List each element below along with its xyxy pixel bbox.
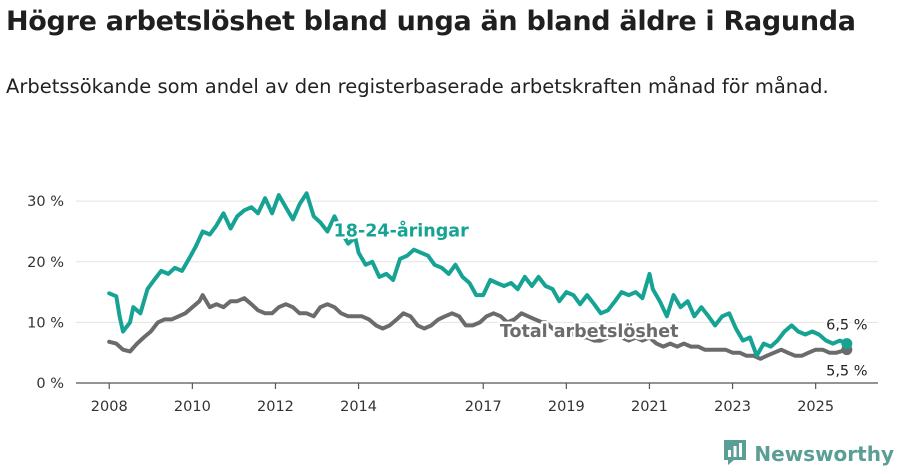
series-label-total: Total arbetslöshet xyxy=(500,322,679,342)
bar-chart-logo-icon xyxy=(722,438,748,470)
brand-logo: Newsworthy xyxy=(722,438,894,470)
end-value-total: 5,5 % xyxy=(826,364,867,380)
y-tick-label: 20 % xyxy=(27,255,64,271)
series-label-youth: 18-24-åringar xyxy=(334,219,469,241)
y-tick-label: 10 % xyxy=(27,315,64,331)
x-tick-label: 2023 xyxy=(714,399,751,415)
y-axis-ticks: 0 % 10 % 20 % 30 % xyxy=(27,194,64,392)
brand-name: Newsworthy xyxy=(754,442,894,466)
y-tick-label: 0 % xyxy=(36,376,64,392)
x-axis-ticks: 2008 2010 2012 2014 2017 2019 2021 2023 2025 xyxy=(91,383,834,415)
series-line-total xyxy=(107,293,849,361)
series-labels: 18-24-åringar Total arbetslöshet 6,5 % 5… xyxy=(331,217,869,382)
x-tick-label: 2014 xyxy=(340,399,377,415)
x-tick-label: 2017 xyxy=(465,399,502,415)
x-tick-label: 2012 xyxy=(257,399,294,415)
chart-subtitle: Arbetssökande som andel av den registerb… xyxy=(6,75,829,98)
x-tick-label: 2010 xyxy=(174,399,211,415)
x-tick-label: 2008 xyxy=(91,399,128,415)
x-tick-label: 2021 xyxy=(631,399,668,415)
end-point-youth xyxy=(841,338,853,350)
series-lines xyxy=(107,191,853,361)
series-line-youth xyxy=(107,191,849,358)
chart-title: Högre arbetslöshet bland unga än bland ä… xyxy=(6,6,856,37)
y-tick-label: 30 % xyxy=(27,194,64,210)
end-value-youth: 6,5 % xyxy=(826,318,867,334)
x-tick-label: 2025 xyxy=(797,399,834,415)
x-tick-label: 2019 xyxy=(548,399,585,415)
